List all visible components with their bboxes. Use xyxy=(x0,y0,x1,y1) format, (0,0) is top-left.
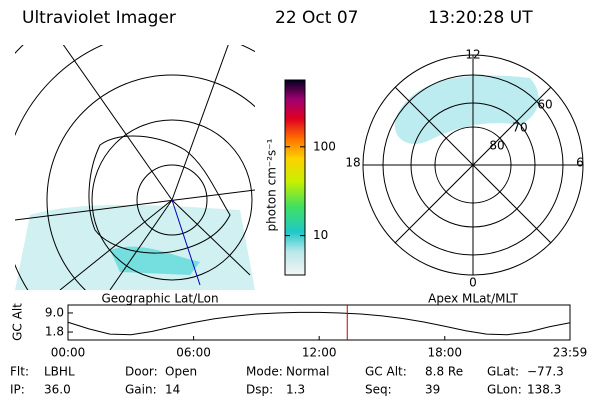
info-value: −77.3 xyxy=(527,365,564,379)
orbit-curve xyxy=(67,311,571,336)
info-value: Normal xyxy=(286,365,329,379)
x-tick-label: 23:59 xyxy=(553,346,588,360)
mlt-label: 6 xyxy=(576,156,584,170)
mlat-label: 70 xyxy=(512,121,527,135)
polar-grid xyxy=(362,54,584,276)
info-label: GC Alt: xyxy=(365,365,407,379)
x-tick-label: 00:00 xyxy=(51,346,86,360)
geo-map xyxy=(15,45,255,290)
colorbar-tick-label: 10 xyxy=(313,228,328,242)
info-panel: Flt: LBHL Door: Open Mode: Normal GC Alt: 8.8 R… xyxy=(10,365,564,397)
info-label: Flt: xyxy=(10,365,29,379)
info-value: 14 xyxy=(165,383,180,397)
y-tick-label: 9.0 xyxy=(45,305,64,319)
colorbar xyxy=(284,79,306,276)
mlat-label: 80 xyxy=(489,139,504,153)
x-tick-label: 12:00 xyxy=(302,346,337,360)
info-label: GLon: xyxy=(487,383,522,397)
orbit-plot: 9.0 1.8 00:00 06:00 12:00 18:00 23:59 xyxy=(45,305,587,360)
x-tick-label: 06:00 xyxy=(176,346,211,360)
polar-map xyxy=(394,75,539,144)
info-label: Door: xyxy=(125,365,158,379)
mlt-label: 18 xyxy=(345,156,360,170)
x-tick-label: 18:00 xyxy=(427,346,462,360)
mlat-label: 60 xyxy=(537,98,552,112)
info-value: 1.3 xyxy=(286,383,305,397)
info-label: Mode: xyxy=(246,365,283,379)
info-label: GLat: xyxy=(487,365,519,379)
info-label: IP: xyxy=(10,383,25,397)
mlt-label: 0 xyxy=(469,276,477,290)
info-value: LBHL xyxy=(44,365,75,379)
info-value: 39 xyxy=(425,383,440,397)
info-label: Dsp: xyxy=(246,383,273,397)
right-map-label: Apex MLat/MLT xyxy=(428,292,518,306)
info-value: 8.8 Re xyxy=(425,365,463,379)
info-value: 36.0 xyxy=(44,383,71,397)
y-tick-label: 1.8 xyxy=(45,325,64,339)
info-label: Gain: xyxy=(125,383,157,397)
polar-labels: 12 18 6 0 60 70 80 xyxy=(345,48,583,290)
left-map-label: Geographic Lat/Lon xyxy=(101,292,218,306)
info-value: 138.3 xyxy=(527,383,561,397)
instrument: Ultraviolet Imager xyxy=(22,8,176,28)
orbit-ylabel: GC Alt xyxy=(11,303,25,341)
date: 22 Oct 07 xyxy=(275,8,358,28)
colorbar-tick-label: 100 xyxy=(313,139,336,153)
mlt-label: 12 xyxy=(465,48,480,62)
info-value: Open xyxy=(165,365,197,379)
time: 13:20:28 UT xyxy=(428,8,533,28)
colorbar-unit: photon cm⁻²s⁻¹ xyxy=(265,138,279,231)
info-label: Seq: xyxy=(365,383,392,397)
